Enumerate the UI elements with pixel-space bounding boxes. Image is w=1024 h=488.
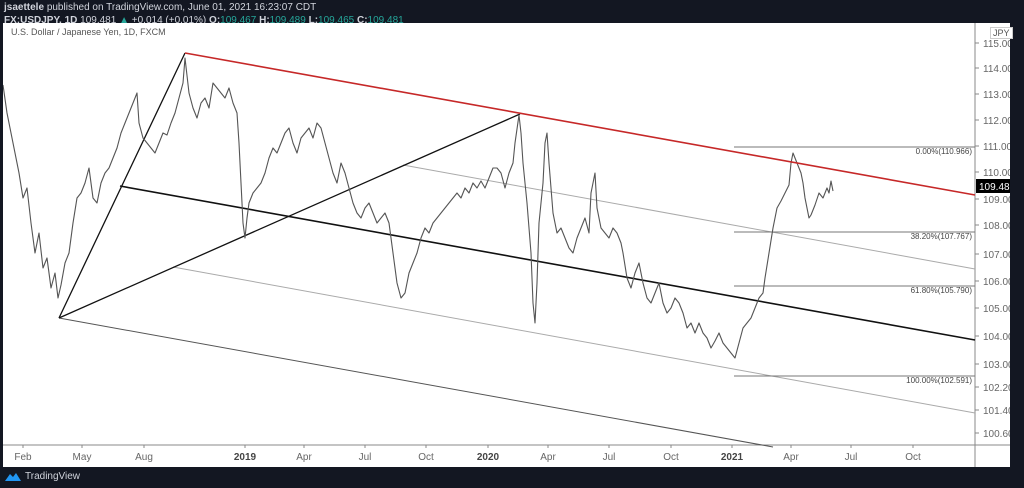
fib-label-618: 61.80%(105.790) xyxy=(911,286,973,295)
x-tick: May xyxy=(73,452,92,463)
x-axis[interactable]: Feb May Aug 2019 Apr Jul Oct 2020 Apr Ju… xyxy=(14,445,921,463)
up-arrow-icon: ▲ xyxy=(119,15,129,26)
publish-line: jsaettele published on TradingView.com, … xyxy=(4,2,404,14)
x-tick: 2021 xyxy=(721,452,744,463)
fib-label-382: 38.20%(107.767) xyxy=(911,232,973,241)
y-tick: 100.600 xyxy=(983,429,1010,440)
x-tick: Jul xyxy=(359,452,372,463)
pitchfork-handle-a[interactable] xyxy=(58,52,186,319)
resistance-trendline[interactable] xyxy=(184,52,976,196)
open-value: 109.467 xyxy=(220,15,257,26)
x-tick: Oct xyxy=(418,452,434,463)
x-tick: Jul xyxy=(845,452,858,463)
last-price-value: 109.481 xyxy=(979,182,1010,193)
last-price-tag: 109.481 xyxy=(976,179,1010,193)
author-name[interactable]: jsaettele xyxy=(4,2,45,13)
x-tick: Feb xyxy=(14,452,32,463)
symbol-label: FX:USDJPY, 1D xyxy=(4,15,78,26)
pitchfork-lower-line[interactable] xyxy=(58,317,774,448)
price-series-line[interactable] xyxy=(3,57,834,359)
y-tick: 103.000 xyxy=(983,360,1010,371)
footer: TradingView xyxy=(4,471,80,482)
quote-line: FX:USDJPY, 1D 109.481 ▲ +0.014 (+0.01%) … xyxy=(4,15,404,27)
y-tick: 104.000 xyxy=(983,332,1010,343)
x-tick: 2019 xyxy=(234,452,257,463)
high-label: H: xyxy=(259,15,270,26)
fib-label-0: 0.00%(110.966) xyxy=(916,147,973,156)
low-label: L: xyxy=(308,15,319,26)
x-tick: Oct xyxy=(905,452,921,463)
y-tick: 105.000 xyxy=(983,304,1010,315)
x-tick: Apr xyxy=(296,452,312,463)
x-tick: Jul xyxy=(603,452,616,463)
y-tick: 109.000 xyxy=(983,195,1010,206)
y-tick: 101.400 xyxy=(983,406,1010,417)
pitchfork-upper-warning-line[interactable] xyxy=(402,164,976,270)
y-tick: 115.000 xyxy=(983,39,1010,50)
y-tick: 112.000 xyxy=(983,116,1010,127)
open-label: O: xyxy=(209,15,221,26)
fib-label-100: 100.00%(102.591) xyxy=(906,376,972,385)
pitchfork[interactable] xyxy=(58,52,976,448)
y-tick: 110.000 xyxy=(983,168,1010,179)
pitchfork-median-line[interactable] xyxy=(119,185,976,341)
y-tick: 114.000 xyxy=(983,64,1010,75)
x-tick: Apr xyxy=(540,452,556,463)
high-value: 109.489 xyxy=(269,15,306,26)
x-tick: Aug xyxy=(135,452,153,463)
chart-title: U.S. Dollar / Japanese Yen, 1D, FXCM xyxy=(11,27,166,37)
pitchfork-lower-warning-line[interactable] xyxy=(172,266,976,414)
chart-area[interactable]: 115.000 114.000 113.000 112.000 111.000 … xyxy=(3,23,1013,467)
x-tick: 2020 xyxy=(477,452,500,463)
publish-info: published on TradingView.com, June 01, 2… xyxy=(46,2,317,13)
y-tick: 106.000 xyxy=(983,277,1010,288)
x-tick: Apr xyxy=(783,452,799,463)
fib-retracement[interactable]: 0.00%(110.966) 38.20%(107.767) 61.80%(10… xyxy=(734,146,975,385)
y-tick: 111.000 xyxy=(983,142,1010,153)
close-label: C: xyxy=(356,15,368,26)
y-tick: 113.000 xyxy=(983,90,1010,101)
y-tick: 107.000 xyxy=(983,250,1010,261)
tradingview-logo-icon xyxy=(5,473,21,481)
x-tick: Oct xyxy=(663,452,679,463)
pitchfork-handle-b[interactable] xyxy=(58,113,521,319)
price-change: +0.014 (+0.01%) xyxy=(131,15,207,26)
currency-label: JPY xyxy=(990,27,1013,39)
price-chart[interactable]: 115.000 114.000 113.000 112.000 111.000 … xyxy=(3,23,1010,467)
last-price: 109.481 xyxy=(80,15,117,26)
y-tick: 102.200 xyxy=(983,383,1010,394)
y-tick: 108.000 xyxy=(983,221,1010,232)
chart-header: jsaettele published on TradingView.com, … xyxy=(4,2,404,27)
y-axis[interactable]: 115.000 114.000 113.000 112.000 111.000 … xyxy=(975,39,1010,440)
low-value: 109.465 xyxy=(318,15,355,26)
brand-name[interactable]: TradingView xyxy=(25,471,81,482)
close-value: 109.481 xyxy=(367,15,404,26)
